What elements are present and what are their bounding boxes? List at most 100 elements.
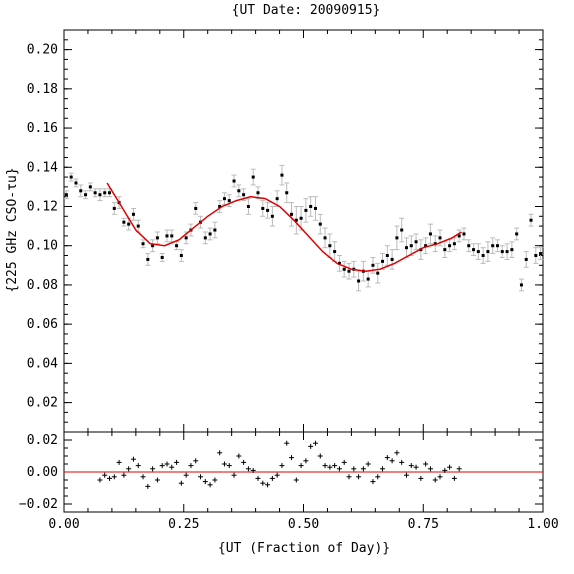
data-point xyxy=(213,228,217,232)
y-tick-label: 0.18 xyxy=(27,82,58,97)
residual-y-tick-label: −0.02 xyxy=(19,497,58,512)
data-point xyxy=(404,246,408,250)
data-point xyxy=(495,244,499,248)
data-point xyxy=(294,218,298,222)
y-tick-label: 0.10 xyxy=(27,239,58,254)
data-point xyxy=(165,234,169,238)
data-point xyxy=(529,218,533,222)
data-point xyxy=(462,232,466,236)
data-point xyxy=(357,279,361,283)
top-panel-ticks: 0.02 0.04 0.06 0.08 0.10 0.12 0.14 0.16 0.18 0.20 xyxy=(27,39,543,433)
data-point xyxy=(381,259,385,263)
data-point xyxy=(313,206,317,210)
data-point xyxy=(385,254,389,258)
data-point xyxy=(141,242,145,246)
data-point xyxy=(93,191,97,195)
data-point xyxy=(448,244,452,248)
data-point xyxy=(222,197,226,201)
data-point xyxy=(251,175,255,179)
data-point xyxy=(457,234,461,238)
data-point xyxy=(486,250,490,254)
data-point xyxy=(424,244,428,248)
data-point xyxy=(266,208,270,212)
data-point xyxy=(395,236,399,240)
y-tick-label: 0.02 xyxy=(27,396,58,411)
y-tick-label: 0.08 xyxy=(27,278,58,293)
data-point xyxy=(481,254,485,258)
data-point xyxy=(64,193,68,197)
data-point xyxy=(112,206,116,210)
data-point xyxy=(184,236,188,240)
data-point xyxy=(218,204,222,208)
data-point xyxy=(242,193,246,197)
chart-title: {UT Date: 20090915} xyxy=(232,3,381,18)
bottom-panel-ticks: −0.02 0.00 0.02 xyxy=(19,433,543,513)
data-point xyxy=(515,232,519,236)
data-point xyxy=(333,250,337,254)
data-point xyxy=(208,232,212,236)
data-point xyxy=(414,240,418,244)
data-point xyxy=(438,236,442,240)
data-point xyxy=(323,236,327,240)
data-point xyxy=(290,212,294,216)
data-point xyxy=(246,204,250,208)
y-tick-label: 0.14 xyxy=(27,160,58,175)
data-point xyxy=(203,236,207,240)
data-point xyxy=(285,191,289,195)
data-point xyxy=(539,252,543,256)
data-point xyxy=(275,197,279,201)
data-point xyxy=(400,228,404,232)
fit-curve xyxy=(106,182,462,272)
x-tick-label: 1.00 xyxy=(527,517,558,532)
y-tick-label: 0.16 xyxy=(27,121,58,136)
residual-points xyxy=(97,440,462,489)
residual-y-tick-label: 0.02 xyxy=(27,433,58,448)
data-point xyxy=(232,179,236,183)
data-point xyxy=(122,220,126,224)
data-point xyxy=(280,173,284,177)
error-bars xyxy=(63,164,544,292)
data-point xyxy=(376,271,380,275)
data-point xyxy=(390,257,394,261)
data-point xyxy=(136,224,140,228)
y-tick-label: 0.12 xyxy=(27,199,58,214)
data-point xyxy=(69,175,73,179)
data-point xyxy=(261,206,265,210)
data-point xyxy=(510,248,514,252)
data-point xyxy=(500,250,504,254)
data-point xyxy=(131,212,135,216)
data-point xyxy=(79,189,83,193)
data-point xyxy=(127,222,131,226)
data-point xyxy=(443,248,447,252)
x-axis-ticks: 0.00 0.25 0.50 0.75 1.00 xyxy=(48,30,559,532)
y-tick-label: 0.04 xyxy=(27,356,58,371)
x-tick-label: 0.25 xyxy=(168,517,199,532)
data-point xyxy=(519,283,523,287)
data-point xyxy=(155,236,159,240)
data-point xyxy=(270,214,274,218)
data-point xyxy=(74,181,78,185)
data-point xyxy=(328,244,332,248)
data-point xyxy=(467,244,471,248)
x-tick-label: 0.00 xyxy=(48,517,79,532)
data-point xyxy=(256,191,260,195)
data-point xyxy=(318,222,322,226)
data-point xyxy=(472,248,476,252)
data-point xyxy=(237,189,241,193)
data-point xyxy=(366,277,370,281)
y-tick-label: 0.06 xyxy=(27,317,58,332)
residual-y-tick-label: 0.00 xyxy=(27,465,58,480)
data-point xyxy=(524,257,528,261)
data-point xyxy=(476,250,480,254)
data-point xyxy=(371,263,375,267)
data-point xyxy=(505,250,509,254)
y-tick-label: 0.20 xyxy=(27,43,58,58)
data-point xyxy=(108,191,112,195)
x-tick-label: 0.75 xyxy=(408,517,439,532)
data-point xyxy=(428,232,432,236)
data-point xyxy=(299,216,303,220)
data-point xyxy=(337,261,341,265)
data-point xyxy=(103,191,107,195)
data-point xyxy=(160,255,164,259)
data-points xyxy=(64,173,543,287)
